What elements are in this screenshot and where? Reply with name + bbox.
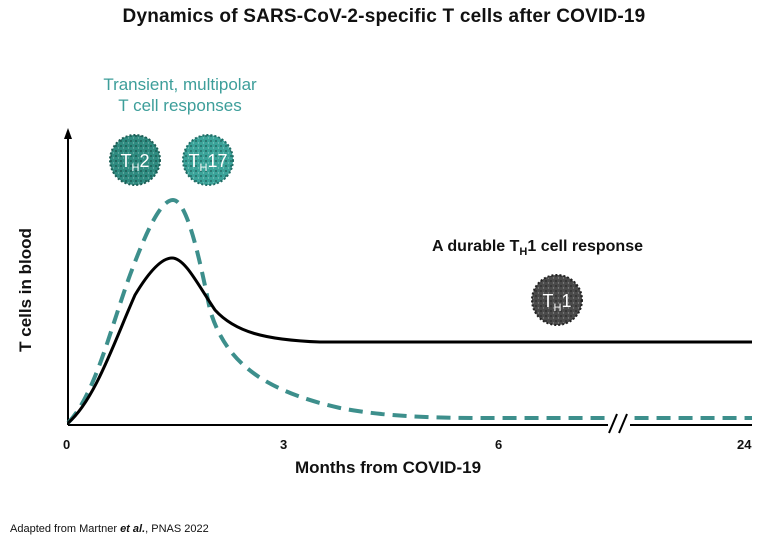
x-axis-label: Months from COVID-19 — [294, 458, 482, 477]
th2-cell-icon: TH2 — [109, 134, 161, 186]
source-prefix: Adapted from Martner — [10, 523, 121, 535]
transient-annotation-line2: T cell responses — [118, 96, 242, 115]
durable-sub: H — [519, 246, 528, 259]
th1-response-curve — [67, 256, 752, 425]
svg-text:TH17: TH17 — [189, 151, 228, 174]
th17-label-suffix: 17 — [207, 151, 227, 171]
y-axis-arrow-icon — [64, 128, 72, 139]
th1-label-suffix: 1 — [561, 291, 571, 311]
th2-label-main: T — [121, 151, 132, 171]
durable-annotation: A durable TH1 cell response — [432, 238, 712, 258]
th17-label-sub: H — [200, 162, 208, 174]
source-citation: Adapted from Martner et al., PNAS 2022 — [10, 523, 209, 535]
x-tick-3: 3 — [280, 437, 288, 452]
th17-cell-icon: TH17 — [182, 134, 234, 186]
transient-annotation: Transient, multipolar T cell responses — [50, 74, 310, 116]
x-tick-0: 0 — [63, 437, 71, 452]
th1-cell-icon: TH1 — [531, 274, 583, 326]
th17-label-main: T — [189, 151, 200, 171]
svg-text:TH1: TH1 — [543, 291, 572, 314]
svg-text:TH2: TH2 — [121, 151, 150, 174]
th1-label-main: T — [543, 291, 554, 311]
th2-label-suffix: 2 — [139, 151, 149, 171]
th2-label-sub: H — [132, 162, 140, 174]
transient-annotation-line1: Transient, multipolar — [103, 75, 257, 94]
source-italic: et al. — [120, 523, 146, 535]
figure-title: Dynamics of SARS-CoV-2-specific T cells … — [122, 6, 646, 27]
multipolar-response-curve — [66, 197, 752, 425]
durable-suffix: 1 cell response — [527, 238, 643, 255]
durable-prefix: A durable T — [432, 238, 520, 255]
x-tick-6: 6 — [495, 437, 503, 452]
x-tick-24: 24 — [737, 437, 752, 452]
th1-label-sub: H — [554, 302, 562, 314]
axis-break-icon — [608, 412, 630, 436]
source-suffix: , PNAS 2022 — [145, 523, 209, 535]
